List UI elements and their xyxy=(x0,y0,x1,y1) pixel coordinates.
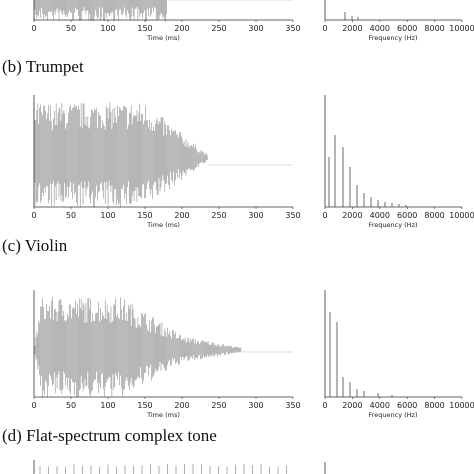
x-axis-title: Time (ms) xyxy=(146,221,180,229)
x-tick-label: 100 xyxy=(100,211,115,220)
x-tick-label: 4000 xyxy=(370,211,390,220)
x-tick-label: 2000 xyxy=(342,211,362,220)
x-tick-label: 250 xyxy=(211,211,226,220)
x-tick-label: 50 xyxy=(66,24,76,33)
x-tick-label: 300 xyxy=(248,211,263,220)
x-tick-label: 4000 xyxy=(370,24,390,33)
x-axis-title: Frequency (Hz) xyxy=(368,221,417,229)
x-tick-label: 200 xyxy=(174,24,189,33)
x-tick-label: 4000 xyxy=(370,401,390,410)
x-tick-label: 150 xyxy=(137,24,152,33)
x-axis-title: Time (ms) xyxy=(146,34,180,42)
x-tick-label: 10000 xyxy=(449,401,474,410)
x-axis-title: Frequency (Hz) xyxy=(368,34,417,42)
x-tick-label: 150 xyxy=(137,401,152,410)
x-tick-label: 6000 xyxy=(397,211,417,220)
panel-label: (b) Trumpet xyxy=(2,57,84,76)
x-tick-label: 8000 xyxy=(424,24,444,33)
x-tick-label: 200 xyxy=(174,211,189,220)
x-tick-label: 8000 xyxy=(424,401,444,410)
x-tick-label: 350 xyxy=(285,24,300,33)
x-tick-label: 100 xyxy=(100,24,115,33)
x-tick-label: 300 xyxy=(248,24,263,33)
x-tick-label: 50 xyxy=(66,211,76,220)
panel-label: (c) Violin xyxy=(2,236,68,255)
x-tick-label: 50 xyxy=(66,401,76,410)
panel-label: (d) Flat-spectrum complex tone xyxy=(2,426,217,445)
x-tick-label: 6000 xyxy=(397,24,417,33)
x-tick-label: 0 xyxy=(322,211,327,220)
x-tick-label: 8000 xyxy=(424,211,444,220)
x-tick-label: 2000 xyxy=(342,24,362,33)
x-tick-label: 0 xyxy=(31,24,36,33)
x-tick-label: 0 xyxy=(322,24,327,33)
x-tick-label: 350 xyxy=(285,401,300,410)
x-tick-label: 150 xyxy=(137,211,152,220)
x-tick-label: 0 xyxy=(31,401,36,410)
x-tick-label: 300 xyxy=(248,401,263,410)
x-tick-label: 200 xyxy=(174,401,189,410)
x-axis-title: Frequency (Hz) xyxy=(368,411,417,419)
x-tick-label: 10000 xyxy=(449,24,474,33)
x-tick-label: 0 xyxy=(322,401,327,410)
x-tick-label: 250 xyxy=(211,401,226,410)
x-tick-label: 350 xyxy=(285,211,300,220)
x-tick-label: 250 xyxy=(211,24,226,33)
x-tick-label: 2000 xyxy=(342,401,362,410)
x-axis-title: Time (ms) xyxy=(146,411,180,419)
x-tick-label: 100 xyxy=(100,401,115,410)
x-tick-label: 6000 xyxy=(397,401,417,410)
x-tick-label: 10000 xyxy=(449,211,474,220)
x-tick-label: 0 xyxy=(31,211,36,220)
